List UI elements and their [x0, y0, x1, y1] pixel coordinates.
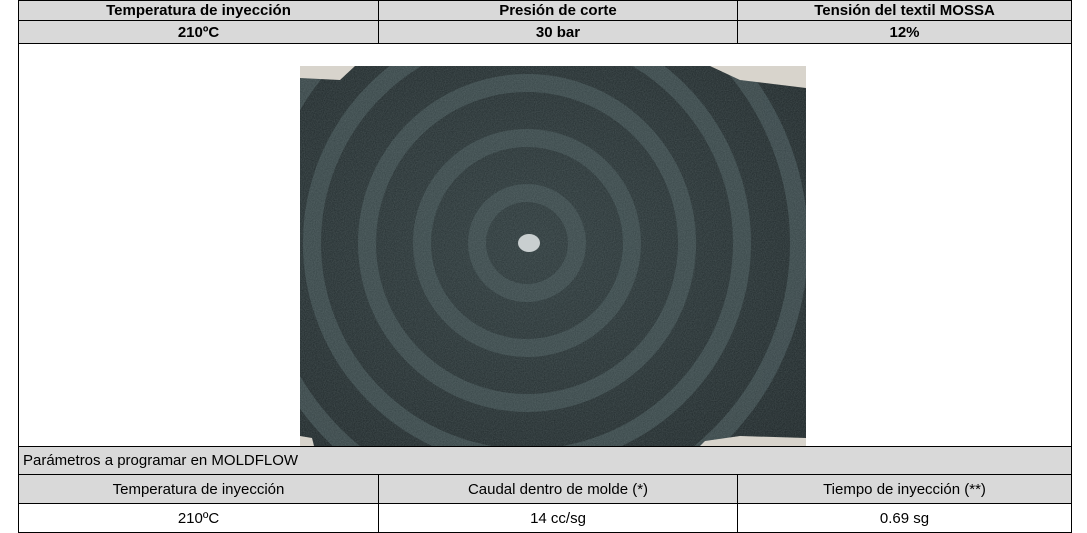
- value-cell: 12%: [737, 20, 1072, 44]
- image-row: [18, 43, 1072, 447]
- value-row: 210ºC 30 bar 12%: [18, 20, 1072, 44]
- moldflow-header-row: Temperatura de inyección Caudal dentro d…: [18, 474, 1072, 504]
- header-cell: Temperatura de inyección: [18, 0, 379, 21]
- fabric-photo: [300, 66, 806, 446]
- value-cell: 0.69 sg: [737, 503, 1072, 533]
- header-cell: Caudal dentro de molde (*): [378, 474, 738, 504]
- moldflow-value-row: 210ºC 14 cc/sg 0.69 sg: [18, 503, 1072, 533]
- image-cell: [18, 43, 1072, 447]
- header-cell: Tensión del textil MOSSA: [737, 0, 1072, 21]
- value-cell: 210ºC: [18, 503, 379, 533]
- value-cell: 210ºC: [18, 20, 379, 44]
- header-cell: Tiempo de inyección (**): [737, 474, 1072, 504]
- value-cell: 14 cc/sg: [378, 503, 738, 533]
- header-cell: Presión de corte: [378, 0, 738, 21]
- header-row: Temperatura de inyección Presión de cort…: [18, 0, 1072, 21]
- header-cell: Temperatura de inyección: [18, 474, 379, 504]
- section-row: Parámetros a programar en MOLDFLOW: [18, 446, 1072, 475]
- parameters-table: Temperatura de inyección Presión de cort…: [18, 0, 1072, 533]
- section-title: Parámetros a programar en MOLDFLOW: [18, 446, 1072, 475]
- value-cell: 30 bar: [378, 20, 738, 44]
